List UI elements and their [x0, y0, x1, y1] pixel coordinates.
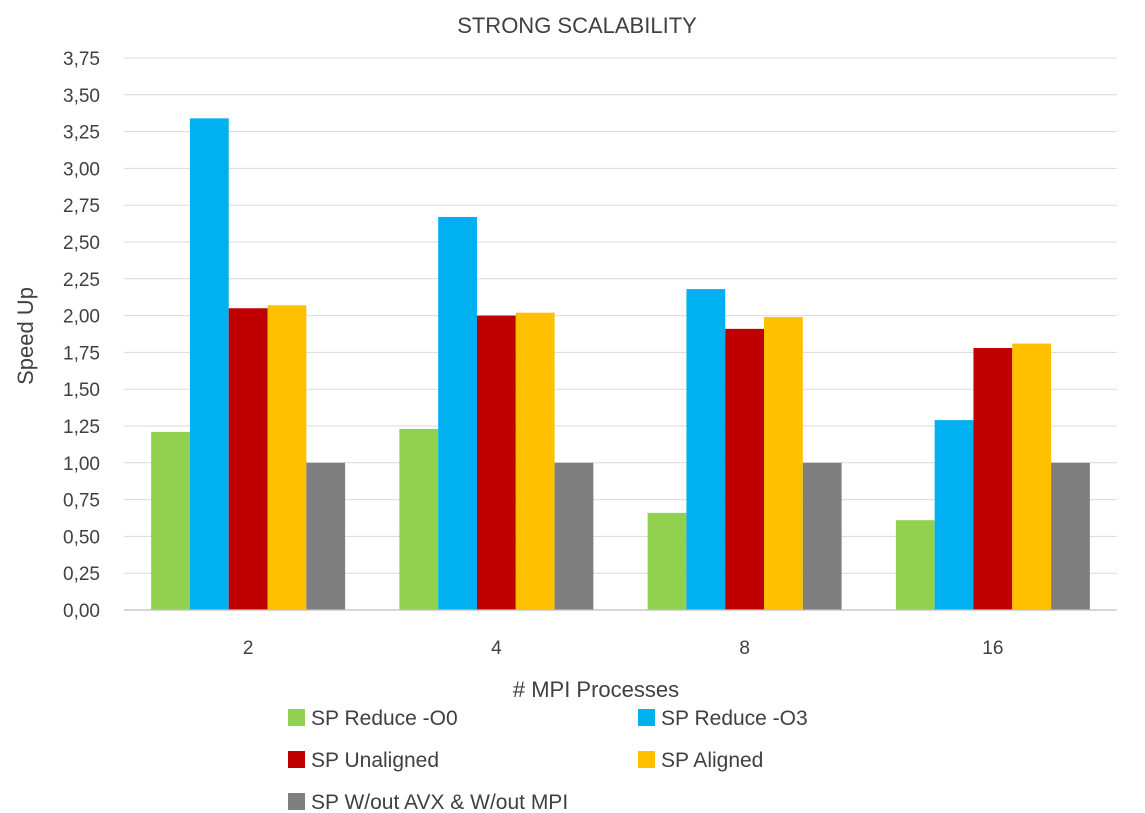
- legend-label: SP Reduce -O0: [311, 707, 458, 730]
- legend-swatch: [288, 751, 305, 768]
- x-tick-label: 4: [491, 638, 502, 659]
- legend-swatch: [638, 751, 655, 768]
- bar-4-0: [306, 462, 346, 610]
- y-tick-label: 2,75: [63, 196, 100, 217]
- bar-3-2: [764, 317, 803, 610]
- x-axis-label: # MPI Processes: [513, 677, 679, 702]
- x-axis-ticks: 2 4 8 16: [243, 638, 1004, 659]
- bar-3-3: [1012, 343, 1052, 610]
- y-axis-label: Speed Up: [13, 287, 38, 385]
- legend-label: SP Unaligned: [311, 749, 439, 772]
- y-tick-label: 2,50: [63, 233, 100, 254]
- bar-series-group: [151, 118, 1090, 611]
- bar-0-1: [399, 428, 439, 610]
- bar-2-0: [228, 308, 268, 610]
- x-tick-label: 2: [243, 638, 254, 659]
- y-axis-ticks: 0,00 0,25 0,50 0,75 1,00 1,25 1,50 1,75 2,00 2,25…: [63, 49, 100, 622]
- y-tick-label: 3,75: [63, 49, 100, 70]
- legend-swatch: [288, 709, 305, 726]
- x-tick-label: 16: [982, 638, 1003, 659]
- bar-2-1: [476, 315, 516, 610]
- y-tick-label: 1,00: [63, 454, 100, 475]
- y-tick-label: 3,00: [63, 159, 100, 180]
- chart-title: STRONG SCALABILITY: [457, 13, 697, 38]
- legend-label: SP W/out AVX & W/out MPI: [311, 791, 568, 813]
- bar-2-3: [973, 347, 1013, 610]
- legend: SP Reduce -O0 SP Reduce -O3 SP Unaligned SP…: [288, 707, 808, 813]
- bar-1-1: [438, 216, 477, 610]
- y-tick-label: 1,25: [63, 417, 100, 438]
- bar-3-1: [515, 312, 555, 610]
- y-tick-label: 2,25: [63, 270, 100, 291]
- y-tick-label: 1,50: [63, 380, 100, 401]
- bar-4-1: [554, 462, 594, 610]
- bar-0-0: [151, 431, 190, 610]
- bar-4-3: [1051, 462, 1090, 610]
- legend-swatch: [638, 709, 655, 726]
- legend-swatch: [288, 793, 305, 810]
- bar-0-3: [895, 520, 935, 610]
- bar-3-0: [267, 305, 307, 610]
- bar-4-2: [802, 462, 842, 610]
- y-tick-label: 0,50: [63, 527, 100, 548]
- y-tick-label: 0,75: [63, 491, 100, 512]
- bar-2-2: [725, 328, 765, 610]
- bar-1-3: [934, 420, 974, 610]
- bar-0-2: [647, 512, 687, 610]
- y-tick-label: 3,25: [63, 123, 100, 144]
- y-tick-label: 2,00: [63, 307, 100, 328]
- y-tick-label: 0,25: [63, 564, 100, 585]
- bar-1-2: [686, 289, 726, 610]
- bar-1-0: [189, 118, 229, 611]
- y-tick-label: 1,75: [63, 343, 100, 364]
- y-tick-label: 3,50: [63, 86, 100, 107]
- legend-label: SP Reduce -O3: [661, 707, 808, 730]
- legend-label: SP Aligned: [661, 749, 763, 772]
- x-tick-label: 8: [739, 638, 750, 659]
- y-tick-label: 0,00: [63, 601, 100, 622]
